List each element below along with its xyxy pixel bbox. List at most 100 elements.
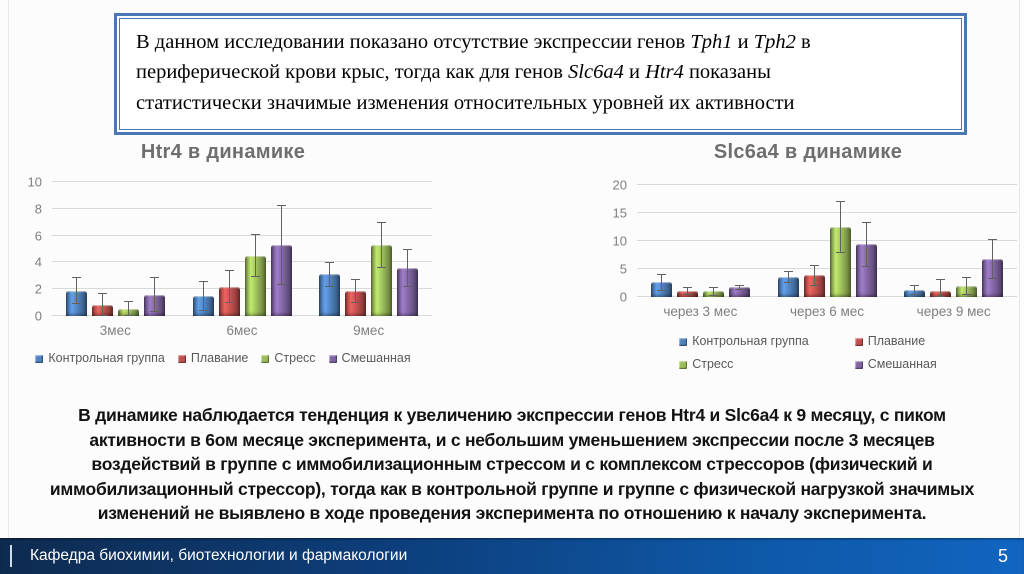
gridline <box>52 288 432 290</box>
legend-swatch-icon <box>261 354 270 363</box>
error-bar-cap <box>198 281 208 283</box>
error-bar-line <box>813 264 815 286</box>
plot-area: 0 2 4 6 8 10 <box>14 176 432 323</box>
bar-groups <box>637 185 1017 297</box>
category-axis: через 3 мес через 6 мес через 9 мес <box>637 304 1017 319</box>
legend-item: Стресс <box>261 351 316 366</box>
bar-slot <box>650 185 672 297</box>
y-axis: 0 2 4 6 8 10 <box>14 176 52 323</box>
error-bar-line <box>787 270 789 283</box>
plot-grid <box>52 181 432 316</box>
legend-item: Контрольная группа <box>35 351 165 366</box>
gridline <box>52 261 432 263</box>
legend-swatch-icon <box>854 337 863 346</box>
bar <box>777 276 799 297</box>
error-bar-cap <box>936 279 946 281</box>
bar <box>244 255 266 316</box>
bar-group <box>52 182 179 316</box>
error-bar-cap <box>351 301 361 303</box>
summary-paragraph: В динамике наблюдается тенденция к увели… <box>49 405 975 523</box>
error-bar-cap <box>809 284 819 286</box>
y-axis: 0 5 10 15 20 <box>599 179 637 304</box>
error-bar-line <box>153 277 155 312</box>
error-bar-line <box>228 270 230 303</box>
error-bar-cap <box>835 251 845 253</box>
intro-text-line: статистически значимые изменения относит… <box>136 91 795 114</box>
bar <box>397 267 419 316</box>
bar-slot <box>829 185 851 297</box>
intro-text: В данном исследовании показано отсутстви… <box>119 18 962 130</box>
error-bar-cap <box>682 293 692 295</box>
error-bar-cap <box>123 315 133 316</box>
gridline <box>637 296 1017 297</box>
error-bar-cap <box>276 204 286 206</box>
gridline <box>637 212 1017 213</box>
y-axis-tick-label: 0 <box>619 289 627 305</box>
bar-slot <box>855 185 877 297</box>
y-axis-tick-label: 20 <box>612 177 627 193</box>
bar-slot <box>702 185 724 297</box>
gridline <box>52 315 432 316</box>
chart-title: Slc6a4 в динамике <box>713 141 903 163</box>
legend-swatch-icon <box>177 354 186 363</box>
category-label: 9мес <box>353 323 385 338</box>
legend-label: Стресс <box>692 356 734 371</box>
error-bar-cap <box>351 278 361 280</box>
error-bar-line <box>738 284 740 291</box>
bar-slot <box>192 182 214 316</box>
legend-swatch-icon <box>679 337 688 346</box>
error-bar-line <box>686 286 688 295</box>
error-bar-cap <box>123 301 133 303</box>
legend-label: Контрольная группа <box>692 334 809 348</box>
error-bar-cap <box>734 289 744 291</box>
error-bar-cap <box>198 309 208 311</box>
y-axis-tick-label: 8 <box>34 201 42 217</box>
category-label: через 9 мес <box>916 304 991 319</box>
legend-item: Плавание <box>854 334 937 349</box>
error-bar-cap <box>783 270 793 272</box>
error-bar-cap <box>910 293 920 295</box>
footer-accent-line <box>10 545 12 567</box>
gridline <box>52 207 432 209</box>
error-bar-cap <box>97 315 107 316</box>
bar-slot <box>371 182 393 316</box>
bar-group <box>764 185 891 297</box>
y-axis-tick-label: 4 <box>34 254 42 270</box>
bar <box>371 244 393 316</box>
error-bar-cap <box>783 282 793 283</box>
error-bar-cap <box>656 290 666 292</box>
legend-item: Стресс <box>679 356 809 372</box>
chart-title: Htr4 в динамике <box>140 141 306 163</box>
bar-slot <box>244 182 266 316</box>
error-bar-cap <box>224 301 234 303</box>
category-label: через 6 мес <box>790 304 864 319</box>
bar-group <box>637 185 764 297</box>
error-bar-cap <box>988 278 998 280</box>
bar-slot <box>345 182 367 316</box>
error-bar-line <box>660 273 662 292</box>
bar-slot <box>319 182 341 316</box>
legend-item: Контрольная группа <box>679 334 809 349</box>
bar-slot <box>982 185 1004 297</box>
legend-swatch-icon <box>35 354 44 363</box>
bar-slot <box>117 182 139 316</box>
error-bar-line <box>355 278 357 303</box>
legend-swatch-icon <box>679 360 688 369</box>
bar-slot <box>777 185 799 297</box>
legend-swatch-icon <box>328 354 337 363</box>
slc6a4-bar-chart: Slc6a4 в динамике 0 5 10 15 20 через 3 мес чере… <box>599 141 1017 372</box>
bar <box>319 274 341 316</box>
category-axis: 3мес 6мес 9мес <box>52 323 432 338</box>
gridline <box>52 234 432 236</box>
error-bar-cap <box>250 276 260 278</box>
y-axis-tick-label: 15 <box>612 205 627 221</box>
error-bar-cap <box>910 284 920 286</box>
footer-department: Кафедра биохимии, биотехнологии и фармак… <box>30 547 408 564</box>
error-bar-line <box>966 277 968 296</box>
error-bar-line <box>75 277 77 304</box>
category-label: через 3 мес <box>663 304 738 319</box>
bar-group <box>179 182 306 316</box>
error-bar-cap <box>403 249 413 251</box>
error-bar-cap <box>988 238 998 240</box>
